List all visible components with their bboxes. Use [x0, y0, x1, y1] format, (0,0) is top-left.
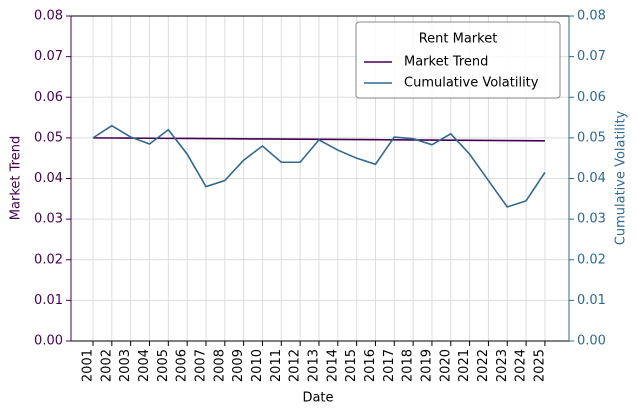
x-tick-label: 2006	[175, 349, 190, 382]
y2-axis-label: Cumulative Volatility	[614, 110, 629, 245]
x-tick-label: 2020	[438, 349, 453, 382]
x-tick-label: 2005	[156, 349, 171, 382]
x-tick-label: 2017	[382, 349, 397, 382]
y2-tick-label: 0.01	[577, 293, 606, 308]
x-tick-label: 2004	[137, 349, 152, 382]
y2-tick-label: 0.03	[577, 212, 606, 227]
legend-label: Cumulative Volatility	[404, 76, 539, 91]
x-tick-label: 2018	[401, 349, 416, 382]
x-tick-label: 2013	[306, 349, 321, 382]
x-tick-label: 2016	[363, 349, 378, 382]
x-tick-label: 2023	[495, 349, 510, 382]
x-tick-label: 2014	[325, 349, 340, 382]
y-tick-label: 0.04	[34, 171, 63, 186]
y-tick-label: 0.06	[34, 90, 63, 105]
y2-tick-label: 0.06	[577, 90, 606, 105]
y2-tick-label: 0.00	[577, 334, 606, 349]
y2-tick-label: 0.07	[577, 49, 606, 64]
y2-tick-label: 0.08	[577, 9, 606, 24]
x-tick-label: 2001	[81, 349, 96, 382]
legend-label: Market Trend	[404, 55, 488, 70]
legend-box	[355, 21, 561, 99]
x-tick-label: 2022	[476, 349, 491, 382]
x-tick-label: 2021	[457, 349, 472, 382]
x-axis-label: Date	[302, 391, 333, 406]
y-tick-label: 0.03	[34, 212, 63, 227]
y2-tick-label: 0.05	[577, 130, 606, 145]
y2-tick-label: 0.04	[577, 171, 606, 186]
x-tick-label: 2011	[269, 349, 284, 382]
y-tick-label: 0.00	[34, 334, 63, 349]
y-tick-label: 0.02	[34, 252, 63, 267]
legend-title: Rent Market	[419, 32, 498, 47]
y-tick-label: 0.08	[34, 9, 63, 24]
x-tick-label: 2019	[419, 349, 434, 382]
x-tick-label: 2024	[514, 349, 529, 382]
x-tick-label: 2008	[212, 349, 227, 382]
y-tick-label: 0.07	[34, 49, 63, 64]
x-tick-label: 2002	[99, 349, 114, 382]
y-tick-label: 0.05	[34, 130, 63, 145]
line-series	[92, 124, 546, 208]
x-tick-label: 2025	[532, 349, 547, 382]
x-tick-label: 2012	[288, 349, 303, 382]
y-tick-label: 0.01	[34, 293, 63, 308]
y2-tick-label: 0.02	[577, 252, 606, 267]
x-tick-label: 2003	[118, 349, 133, 382]
x-tick-label: 2009	[231, 349, 246, 382]
y-axis-label: Market Trend	[9, 136, 24, 220]
x-tick-label: 2015	[344, 349, 359, 382]
x-tick-label: 2010	[250, 349, 265, 382]
x-tick-label: 2007	[193, 349, 208, 382]
